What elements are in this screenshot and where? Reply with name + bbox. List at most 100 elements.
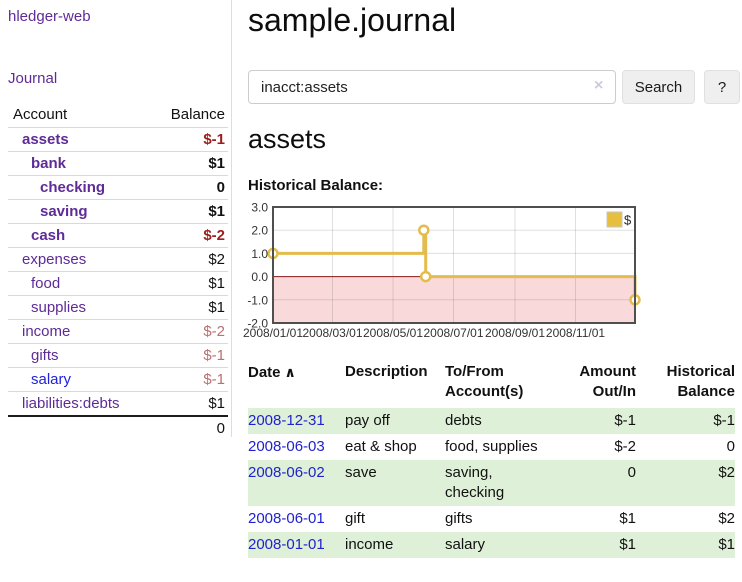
account-balance: $1 <box>153 199 228 224</box>
sidebar-account-link[interactable]: assets <box>22 131 69 148</box>
sidebar-account-link[interactable]: bank <box>31 155 67 172</box>
account-balance: $-2 <box>153 319 228 344</box>
transaction-date-link[interactable]: 2008-06-01 <box>248 510 325 527</box>
register-description-cell: gift <box>345 510 366 527</box>
register-description-cell: pay off <box>345 412 390 429</box>
account-row: supplies $1 <box>8 295 228 320</box>
register-balance-cell: $2 <box>718 464 735 481</box>
register-description-cell: eat & shop <box>345 438 417 455</box>
x-tick-label: 2008/05/01 <box>363 326 423 340</box>
account-balance: $-1 <box>153 127 228 152</box>
legend-label: $ <box>624 213 632 228</box>
sidebar-item-journal[interactable]: Journal <box>8 70 58 87</box>
account-balance: 0 <box>153 175 228 200</box>
search-input[interactable] <box>248 70 616 104</box>
register-date-cell: 2008-01-01 <box>248 532 345 558</box>
accounts-header-row: Account Balance <box>8 102 228 128</box>
sidebar-account-link[interactable]: liabilities:debts <box>22 395 120 412</box>
data-point-marker <box>419 270 432 283</box>
register-header-balance: Historical Balance <box>666 363 735 400</box>
transaction-date-link[interactable]: 2008-06-02 <box>248 464 325 481</box>
negative-region <box>273 276 635 323</box>
accounts-total-spacer <box>8 415 154 440</box>
register-row: 2008-06-01 gift gifts $1 $2 <box>248 506 735 532</box>
x-tick-label: 2008/09/01 <box>485 326 545 340</box>
y-tick-label: -2.0 <box>247 317 268 331</box>
y-tick-label: 2.0 <box>251 224 268 238</box>
sidebar-account-link[interactable]: salary <box>31 371 72 388</box>
account-name-cell: checking <box>8 175 154 200</box>
transaction-date-link[interactable]: 2008-06-03 <box>248 438 325 455</box>
register-description-cell: income <box>345 536 394 553</box>
sidebar-account-link[interactable]: income <box>22 323 71 340</box>
account-balance: $-1 <box>153 343 228 368</box>
account-name-cell: income <box>8 319 154 344</box>
account-row: expenses $2 <box>8 247 228 272</box>
account-name-cell: bank <box>8 151 154 176</box>
data-point-marker <box>418 224 430 236</box>
register-table-body: 2008-12-31 pay off debts $-1 $-1 2008-06-03 ea… <box>248 408 735 558</box>
account-name-cell: liabilities:debts <box>8 391 154 416</box>
register-row: 2008-06-02 save saving, checking 0 $2 <box>248 460 735 506</box>
legend-swatch <box>606 211 623 228</box>
register-balance-cell: $-1 <box>713 412 735 429</box>
sidebar-account-link[interactable]: cash <box>31 227 66 244</box>
account-row: liabilities:debts $1 <box>8 391 228 416</box>
register-balance-cell: $2 <box>718 510 735 527</box>
search-button[interactable]: Search <box>622 70 695 104</box>
account-name-cell: food <box>8 271 154 296</box>
transaction-date-link[interactable]: 2008-12-31 <box>248 412 325 429</box>
x-tick-label: 2008/01/01 <box>243 326 303 340</box>
transaction-date-link[interactable]: 2008-01-01 <box>248 536 325 553</box>
accounts-table-body: assets $-1 bank $1 checking 0 saving $1 cash $-2 e… <box>8 127 228 416</box>
account-name-cell: gifts <box>8 343 154 368</box>
account-row: gifts $-1 <box>8 343 228 368</box>
account-balance: $1 <box>153 151 228 176</box>
account-row: food $1 <box>8 271 228 296</box>
register-balance-cell: $1 <box>718 536 735 553</box>
x-tick-label: 2008/07/01 <box>423 326 483 340</box>
account-name-cell: cash <box>8 223 154 248</box>
chart-title: Historical Balance: <box>248 177 384 194</box>
register-amount-cell: $1 <box>619 510 636 527</box>
register-amount-cell: $-2 <box>614 438 636 455</box>
sidebar: hledger-web Journal Account Balance asse… <box>0 0 232 440</box>
clear-search-icon[interactable]: × <box>594 77 604 94</box>
account-name-cell: expenses <box>8 247 154 272</box>
register-date-cell: 2008-06-01 <box>248 506 345 532</box>
sidebar-account-link[interactable]: expenses <box>22 251 87 268</box>
y-tick-label: 1.0 <box>251 247 268 261</box>
account-row: saving $1 <box>8 199 228 224</box>
register-accounts-cell: salary <box>445 536 486 553</box>
sidebar-account-link[interactable]: saving <box>40 203 88 220</box>
account-row: salary $-1 <box>8 367 228 392</box>
account-name-cell: supplies <box>8 295 154 320</box>
account-name-cell: salary <box>8 367 154 392</box>
sidebar-account-link[interactable]: checking <box>40 179 106 196</box>
account-name-cell: saving <box>8 199 154 224</box>
account-row: cash $-2 <box>8 223 228 248</box>
x-tick-label: 2008/11/01 <box>546 326 605 340</box>
account-row: checking 0 <box>8 175 228 200</box>
sidebar-account-link[interactable]: supplies <box>31 299 87 316</box>
help-button[interactable]: ? <box>704 70 740 104</box>
x-tick-label: 2008/03/01 <box>302 326 362 340</box>
register-header-row: Date ∧ Description To/From Account(s) Amo… <box>248 362 735 408</box>
brand-link[interactable]: hledger-web <box>8 8 91 25</box>
register-amount-cell: 0 <box>627 464 636 481</box>
accounts-total-row: 0 <box>8 415 228 440</box>
register-header-accounts: To/From Account(s) <box>445 363 524 400</box>
register-header-description: Description <box>345 363 428 380</box>
page-title: sample.journal <box>248 2 457 38</box>
accounts-header-balance: Balance <box>170 106 225 123</box>
sidebar-account-link[interactable]: food <box>31 275 61 292</box>
sidebar-account-link[interactable]: gifts <box>31 347 59 364</box>
sort-ascending-icon: ∧ <box>284 364 296 380</box>
register-balance-cell: 0 <box>726 438 735 455</box>
register-amount-cell: $1 <box>619 536 636 553</box>
register-row: 2008-01-01 income salary $1 $1 <box>248 532 735 558</box>
register-description-cell: save <box>345 464 377 481</box>
register-header-date[interactable]: Date ∧ <box>248 364 296 381</box>
